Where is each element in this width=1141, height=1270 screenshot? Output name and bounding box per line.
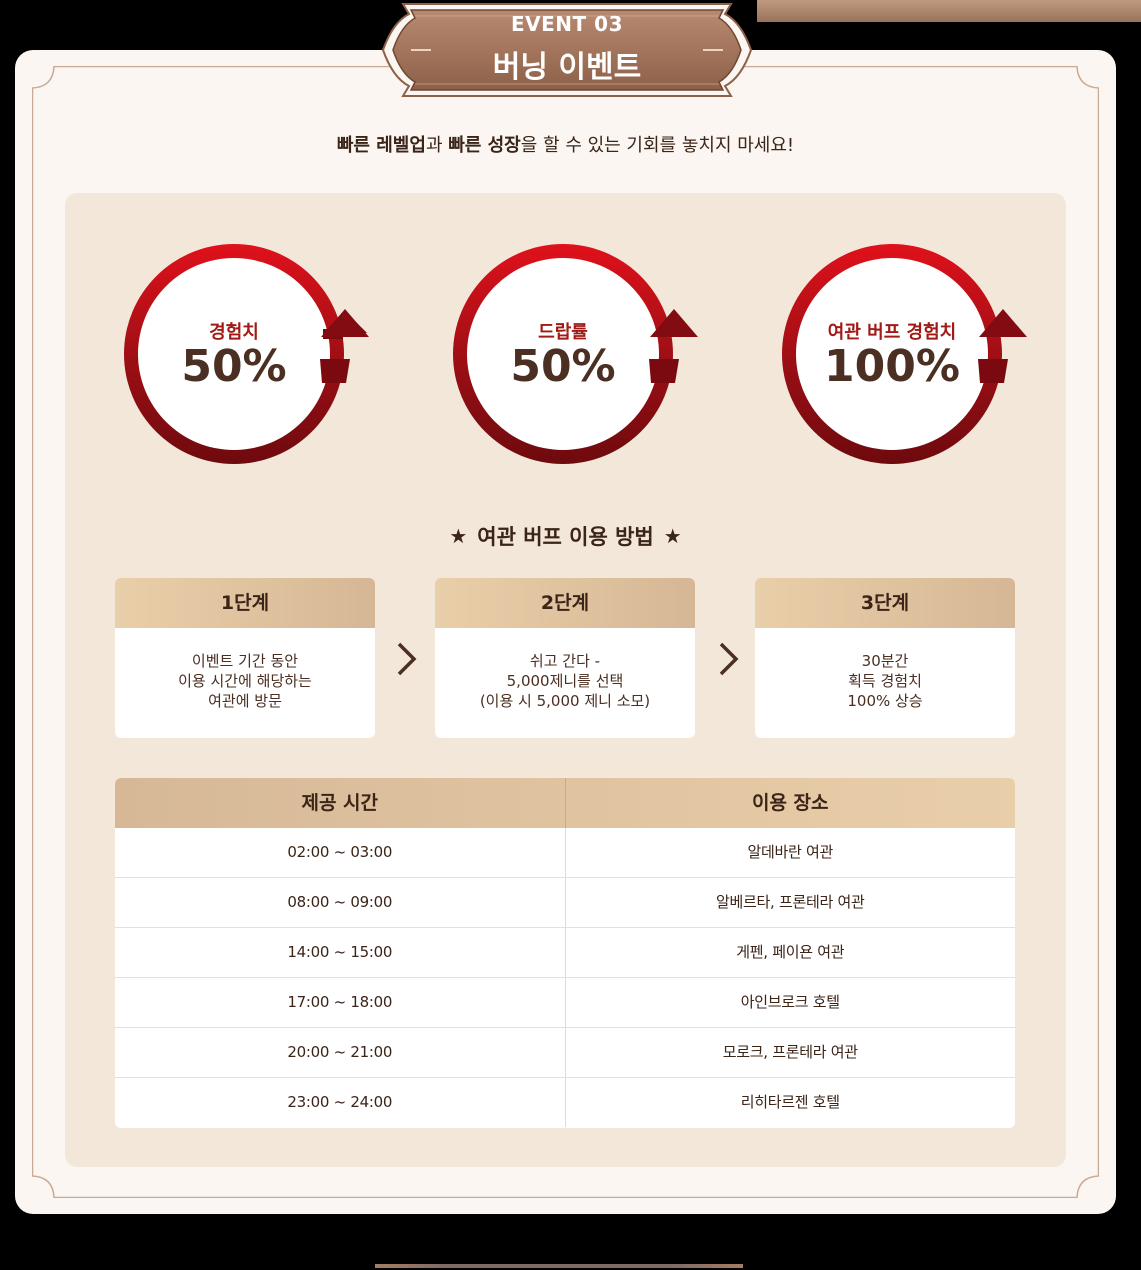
subtitle-highlight-levelup: 빠른 레벨업 [336,135,426,156]
table-header: 제공 시간 이용 장소 [115,778,1015,828]
star-icon: ★ [449,524,468,548]
ring-label: 여관 버프 경험치 [827,322,957,343]
table-row: 02:00 ~ 03:00 알데바란 여관 [115,828,1015,877]
ring-exp: 경험치 50% [115,233,375,493]
decorative-frame [32,66,1099,1198]
event-card: EVENT 03 버닝 이벤트 빠른 레벨업과 빠른 성장을 할 수 있는 기회… [15,3,1116,1214]
howto-heading: ★ 여관 버프 이용 방법 ★ [65,521,1066,551]
ring-label: 경험치 [209,322,259,343]
subtitle-text-2: 을 할 수 있는 기회를 놓치지 마세요! [520,135,795,156]
ring-arrow-graphic [453,244,698,464]
event-title-badge: EVENT 03 버닝 이벤트 [379,0,755,100]
cell-time: 20:00 ~ 21:00 [287,1043,393,1061]
schedule-table: 제공 시간 이용 장소 02:00 ~ 03:00 알데바란 여관 08:00 … [115,778,1015,1128]
top-decor-strip [757,0,1141,22]
subtitle-highlight-growth: 빠른 성장 [448,135,521,156]
cell-location: 리히타르젠 호텔 [564,1078,1016,1127]
column-header-location: 이용 장소 [564,778,1016,828]
star-icon: ★ [663,524,682,548]
table-body: 02:00 ~ 03:00 알데바란 여관 08:00 ~ 09:00 알베르타… [115,828,1015,1127]
table-row: 23:00 ~ 24:00 리히타르젠 호텔 [115,1077,1015,1127]
cell-time: 02:00 ~ 03:00 [287,843,393,861]
ring-arrow-graphic [782,244,1027,464]
ring-value: 50% [181,341,287,392]
chevron-right-icon [719,642,739,676]
cell-location: 아인브로크 호텔 [564,978,1016,1027]
step-line: 5,000제니를 선택 [506,672,624,690]
event-subtitle: 빠른 레벨업과 빠른 성장을 할 수 있는 기회를 놓치지 마세요! [15,131,1116,157]
ring-arrow-graphic [124,244,369,464]
cell-time: 08:00 ~ 09:00 [287,893,393,911]
cell-time: 14:00 ~ 15:00 [287,943,393,961]
cell-time: 23:00 ~ 24:00 [287,1093,393,1111]
step-description: 30분간 획득 경험치 100% 상승 [755,628,1015,711]
table-row: 20:00 ~ 21:00 모로크, 프론테라 여관 [115,1027,1015,1077]
step-line: (이용 시 5,000 제니 소모) [479,692,651,710]
step-line: 100% 상승 [847,692,923,710]
howto-title: 여관 버프 이용 방법 [477,525,654,549]
step-description: 쉬고 간다 - 5,000제니를 선택 (이용 시 5,000 제니 소모) [435,628,695,711]
cell-location: 알베르타, 프론테라 여관 [564,878,1016,927]
cell-time: 17:00 ~ 18:00 [287,993,393,1011]
step-line: 30분간 [861,652,909,670]
event-title: 버닝 이벤트 [492,50,642,85]
column-header-time: 제공 시간 [301,792,379,814]
chevron-right-icon [397,642,417,676]
table-row: 17:00 ~ 18:00 아인브로크 호텔 [115,977,1015,1027]
step-line: 이용 시간에 해당하는 [178,672,312,690]
step-title: 3단계 [755,578,1015,628]
ring-value: 100% [824,341,960,392]
step-line: 쉬고 간다 - [529,652,601,670]
table-row: 08:00 ~ 09:00 알베르타, 프론테라 여관 [115,877,1015,927]
ring-value: 50% [510,341,616,392]
bottom-decor-line [375,1264,743,1268]
ring-inn-buff: 여관 버프 경험치 100% [773,233,1033,493]
event-content-panel: 경험치 50% 드랍률 50% 여관 버프 경험치 100% [65,193,1066,1167]
table-row: 14:00 ~ 15:00 게펜, 페이욘 여관 [115,927,1015,977]
step-title: 1단계 [115,578,375,628]
ring-drop: 드랍률 50% [444,233,704,493]
step-card-1: 1단계 이벤트 기간 동안 이용 시간에 해당하는 여관에 방문 [115,578,375,738]
cell-location: 모로크, 프론테라 여관 [564,1028,1016,1077]
step-title: 2단계 [435,578,695,628]
step-card-2: 2단계 쉬고 간다 - 5,000제니를 선택 (이용 시 5,000 제니 소… [435,578,695,738]
step-line: 여관에 방문 [208,692,282,710]
step-line: 획득 경험치 [848,672,922,690]
badge-shape [381,3,753,97]
subtitle-text-1: 과 [425,135,449,156]
event-number: EVENT 03 [511,12,623,36]
cell-location: 알데바란 여관 [564,828,1016,877]
step-line: 이벤트 기간 동안 [191,652,299,670]
ring-label: 드랍률 [538,322,588,343]
step-card-3: 3단계 30분간 획득 경험치 100% 상승 [755,578,1015,738]
cell-location: 게펜, 페이욘 여관 [564,928,1016,977]
step-description: 이벤트 기간 동안 이용 시간에 해당하는 여관에 방문 [115,628,375,711]
